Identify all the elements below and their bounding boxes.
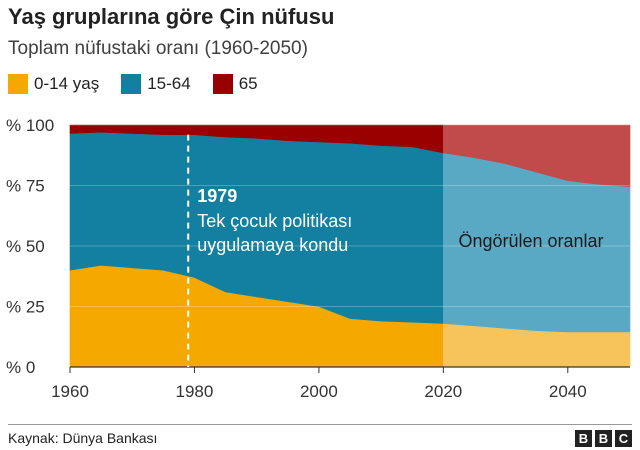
area-65-projected (443, 124, 631, 188)
y-tick-label: % 50 (6, 237, 45, 256)
y-tick-label: % 25 (6, 298, 45, 317)
legend-label-15-64: 15-64 (147, 74, 191, 93)
bbc-logo-letter: B (595, 430, 612, 447)
legend-swatch-65 (212, 74, 233, 94)
legend-item-65: 65 (212, 74, 258, 94)
x-tick-label: 2000 (300, 382, 338, 401)
legend-label-0-14: 0-14 yaş (34, 74, 100, 93)
bbc-logo-letter: B (575, 430, 592, 447)
x-tick-label: 2040 (549, 382, 587, 401)
bbc-logo-letter: C (615, 430, 632, 447)
footer-divider (8, 424, 632, 425)
chart-subtitle: Toplam nüfustaki oranı (1960-2050) (8, 38, 308, 59)
annotations: 1979 Tek çocuk politikası uygulamaya kondu… (187, 134, 604, 367)
legend-swatch-15-64 (121, 74, 142, 94)
y-axis: % 0 % 25 % 50 % 75 % 100 (6, 116, 54, 377)
area-layer (69, 124, 631, 368)
x-tick-label: 1960 (51, 382, 89, 401)
stacked-area-chart: % 0 % 25 % 50 % 75 % 100 1960 1980 2000 2020 204… (6, 116, 631, 401)
y-tick-label: % 100 (6, 116, 54, 135)
y-tick-label: % 75 (6, 177, 45, 196)
x-tick-label: 1980 (176, 382, 214, 401)
legend-swatch-0-14 (8, 74, 28, 94)
source-note: Kaynak: Dünya Bankası (8, 430, 158, 446)
legend-item-0-14: 0-14 yaş (8, 74, 99, 94)
policy-label-line2: uygulamaya kondu (197, 235, 348, 255)
legend-label-65: 65 (238, 74, 258, 93)
x-tick-label: 2020 (424, 382, 462, 401)
legend-item-15-64: 15-64 (121, 74, 191, 94)
legend: 0-14 yaş 15-64 65 (8, 74, 280, 94)
gridlines (70, 124, 630, 368)
projection-label: Öngörülen oranlar (458, 231, 603, 251)
chart-title: Yaş gruplarına göre Çin nüfusu (8, 4, 335, 29)
bbc-logo: B B C (572, 430, 632, 447)
y-tick-label: % 0 (6, 358, 35, 377)
policy-year-label: 1979 (197, 186, 237, 206)
x-axis: 1960 1980 2000 2020 2040 (51, 367, 587, 401)
policy-label-line1: Tek çocuk politikası (197, 211, 352, 231)
